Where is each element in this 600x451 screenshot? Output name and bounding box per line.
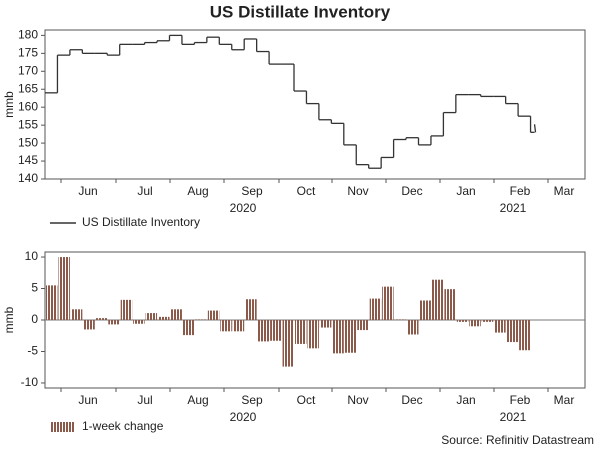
bar <box>382 286 394 320</box>
x-tick-label: Mar <box>554 393 575 407</box>
year-label: 2021 <box>500 410 527 424</box>
source: Source: Refinitiv Datastream <box>441 433 594 447</box>
legend-label: 1-week change <box>82 419 164 433</box>
bar <box>519 320 531 351</box>
bar <box>195 319 207 320</box>
x-tick-label: Jun <box>78 184 97 198</box>
plot-frame <box>44 29 586 180</box>
bar <box>95 318 108 320</box>
y-tick-label: 5 <box>31 281 38 295</box>
bar <box>158 316 170 320</box>
bar <box>481 320 494 322</box>
y-tick-label: 160 <box>18 99 38 113</box>
bar <box>207 310 220 320</box>
y-tick-label: 175 <box>18 46 38 60</box>
x-tick-label: Dec <box>401 184 422 198</box>
x-tick-label: Aug <box>187 393 208 407</box>
bar <box>394 319 407 320</box>
bar <box>133 320 145 324</box>
year-label: 2021 <box>500 201 527 215</box>
year-label: 2020 <box>230 410 257 424</box>
x-tick-label: Oct <box>297 184 316 198</box>
legend-label: US Distillate Inventory <box>82 215 200 229</box>
bar <box>270 320 282 341</box>
y-tick-label: 180 <box>18 28 38 42</box>
y-tick-label: -10 <box>21 375 39 389</box>
y-tick-label: 145 <box>18 153 38 167</box>
bar <box>506 320 519 343</box>
chart-title: US Distillate Inventory <box>210 2 391 21</box>
bar <box>332 320 344 354</box>
x-tick-label: Jul <box>137 393 152 407</box>
y-axis-label: mmb <box>2 306 16 333</box>
bar <box>469 320 481 327</box>
bar <box>145 313 158 320</box>
y-tick-label: 140 <box>18 171 38 185</box>
bar <box>295 320 307 344</box>
legend-swatch <box>50 422 74 432</box>
y-axis-label: mmb <box>2 91 16 118</box>
bar <box>344 320 357 353</box>
bar <box>182 320 195 336</box>
bar <box>83 320 95 330</box>
bar <box>70 309 83 320</box>
x-tick-label: Jan <box>456 184 475 198</box>
x-tick-label: Sep <box>241 393 263 407</box>
bar <box>357 320 369 331</box>
bar <box>444 289 456 320</box>
bar <box>369 298 382 320</box>
bar <box>58 257 70 320</box>
y-tick-label: 165 <box>18 81 38 95</box>
x-tick-label: Sep <box>241 184 263 198</box>
y-tick-label: 10 <box>25 249 39 263</box>
y-tick-label: -5 <box>27 344 38 358</box>
x-tick-label: Dec <box>401 393 422 407</box>
x-tick-label: Oct <box>297 393 316 407</box>
bar <box>170 309 182 320</box>
y-tick-label: 155 <box>18 117 38 131</box>
bar <box>431 279 444 320</box>
bar <box>108 320 120 325</box>
x-tick-label: Jul <box>137 184 152 198</box>
x-tick-label: Nov <box>347 184 368 198</box>
x-tick-label: Mar <box>554 184 575 198</box>
x-tick-label: Jun <box>78 393 97 407</box>
bar <box>120 299 133 320</box>
bar <box>245 299 257 320</box>
step-end <box>533 124 537 133</box>
y-tick-label: 0 <box>31 312 38 326</box>
bar <box>307 320 319 349</box>
year-label: 2020 <box>230 201 257 215</box>
bar <box>282 320 294 367</box>
bar <box>494 320 506 333</box>
x-tick-label: Aug <box>187 184 208 198</box>
bar <box>232 320 245 332</box>
bar <box>407 320 419 335</box>
bar <box>319 320 332 328</box>
x-tick-label: Jan <box>456 393 475 407</box>
bar <box>419 300 431 320</box>
bar <box>220 320 232 332</box>
x-tick-label: Nov <box>347 393 368 407</box>
bar <box>456 320 469 322</box>
y-tick-label: 170 <box>18 63 38 77</box>
x-tick-label: Feb <box>510 184 531 198</box>
y-tick-label: 150 <box>18 135 38 149</box>
bar <box>257 320 270 342</box>
bar <box>46 285 58 320</box>
x-tick-label: Feb <box>510 393 531 407</box>
